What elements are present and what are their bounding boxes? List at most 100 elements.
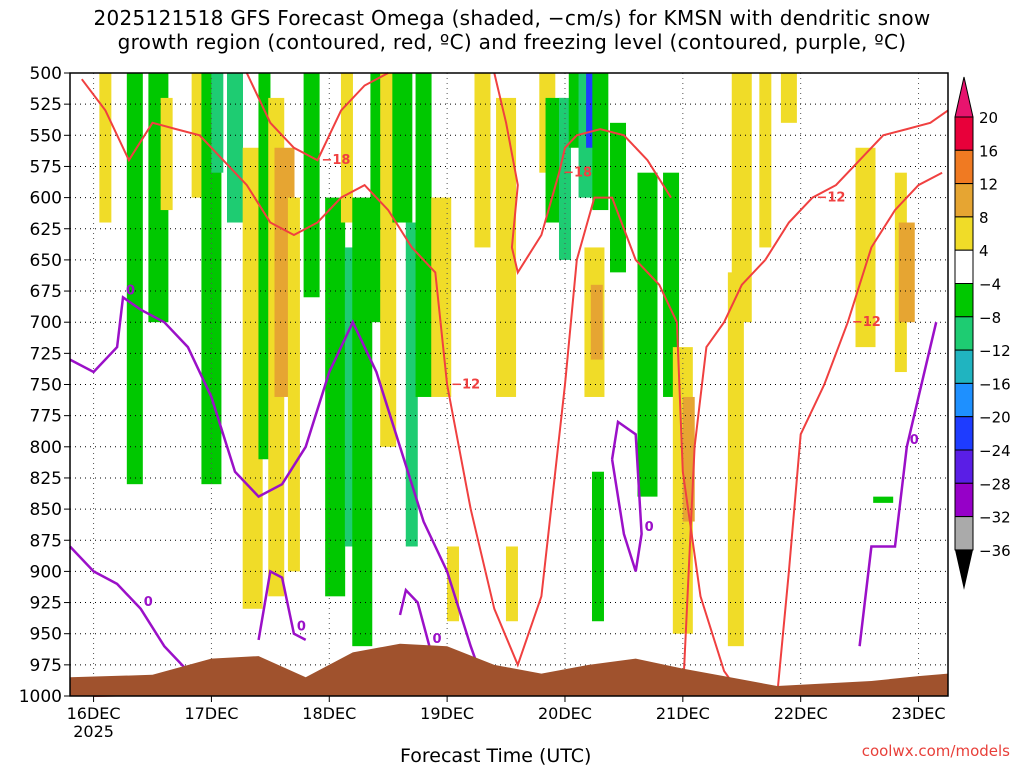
colorbar-swatch [954,249,974,284]
y-tick-label: 725 [30,344,62,364]
freezing-level-label: 0 [126,283,135,298]
y-tick-label: 925 [30,594,62,614]
y-tick-label: 500 [30,64,62,84]
y-tick-label: 750 [30,376,62,396]
colorbar-swatch [954,149,974,185]
y-tick-label: 975 [30,656,62,676]
colorbar-label: −12 [979,342,1011,360]
colorbar-label: −24 [979,442,1011,460]
red-contour [681,109,949,697]
omega-shade [759,73,772,248]
red-contour [776,171,943,697]
y-tick-label: 1000 [19,687,62,707]
omega-shade [591,471,604,622]
colorbar-swatch [954,283,974,318]
colorbar-label: 8 [979,209,989,227]
y-tick-label: 550 [30,126,62,146]
omega-shade [287,197,300,572]
omega-shade [873,496,894,503]
y-tick-label: 900 [30,562,62,582]
colorbar-label: −20 [979,409,1011,427]
y-tick-label: 650 [30,251,62,271]
x-tick-label: 21DEC [656,704,710,723]
x-tick-label: 18DEC [302,704,356,723]
colorbar-swatch [954,316,974,351]
y-tick-label: 675 [30,282,62,302]
omega-shade [405,222,418,547]
omega-shade [303,73,320,298]
y-tick-label: 600 [30,189,62,209]
colorbar-swatch [954,116,974,151]
colorbar-swatch [954,216,974,251]
omega-shade [99,73,112,223]
x-tick-label: 20DEC [538,704,592,723]
freezing-level-contour [398,587,431,647]
red-contour-label: −18 [563,166,592,181]
y-tick-label: 525 [30,95,62,115]
colorbar-top-arrow [954,76,974,118]
omega-shade [242,147,263,609]
omega-shade [160,97,173,211]
chart-title-line1: 2025121518 GFS Forecast Omega (shaded, −… [93,6,931,30]
colorbar-swatch [954,449,974,484]
omega-shade [610,122,627,273]
omega-shade [447,546,460,622]
red-contour-label: −12 [816,191,845,206]
colorbar-label: −36 [979,542,1011,560]
colorbar-bottom-arrow [955,549,973,590]
omega-shade [592,73,609,211]
red-contour [81,78,743,697]
x-tick-label: 23DEC [892,704,946,723]
omega-shade [590,284,603,360]
terrain-fill [70,643,948,696]
colorbar-label: 16 [979,142,998,160]
y-tick-label: 800 [30,438,62,458]
omega-shade [352,197,373,647]
x-axis-title: Forecast Time (UTC) [400,745,592,767]
omega-shade [898,222,915,323]
omega-shade [325,197,346,597]
colorbar-label: −8 [979,309,1001,327]
x-tick-label: 17DEC [184,704,238,723]
colorbar-swatch [954,183,974,218]
colorbar-label: 20 [979,109,998,127]
omega-shade [637,172,658,497]
y-tick-label: 850 [30,500,62,520]
red-contour-label: −12 [852,315,881,330]
y-tick-label: 625 [30,220,62,240]
freezing-level-contour [69,545,236,679]
colorbar-swatch [954,516,974,551]
red-contour [245,72,389,162]
colorbar-swatch [954,416,974,451]
omega-shade [727,272,744,647]
y-tick-label: 575 [30,157,62,177]
credit-link[interactable]: coolwx.com/models [861,742,1010,760]
freezing-level-contour [257,569,307,642]
omega-shade [780,73,797,123]
colorbar-label: −32 [979,509,1011,527]
omega-shade [340,73,353,223]
freezing-level-label: 0 [645,520,654,535]
x-tick-label: 22DEC [774,704,828,723]
colorbar-label: −16 [979,375,1011,393]
omega-shade [226,73,243,223]
y-tick-label: 825 [30,469,62,489]
y-tick-label: 775 [30,407,62,427]
freezing-level-label: 0 [910,433,919,448]
omega-shade [474,73,491,248]
colorbar-swatch [954,382,974,418]
omega-shade [380,73,397,447]
red-contour-label: −12 [451,378,480,393]
x-tick-label: 19DEC [420,704,474,723]
omega-shade [126,73,143,485]
red-contour [493,72,672,275]
freezing-level-label: 0 [144,595,153,610]
freezing-level-label: 0 [297,620,306,635]
colorbar-label: 4 [979,242,989,260]
omega-shade [415,73,432,397]
freezing-level-contour [69,295,490,697]
x-tick-label: 16DEC [67,704,121,723]
colorbar-swatch [954,482,974,518]
colorbar-label: −28 [979,475,1011,493]
